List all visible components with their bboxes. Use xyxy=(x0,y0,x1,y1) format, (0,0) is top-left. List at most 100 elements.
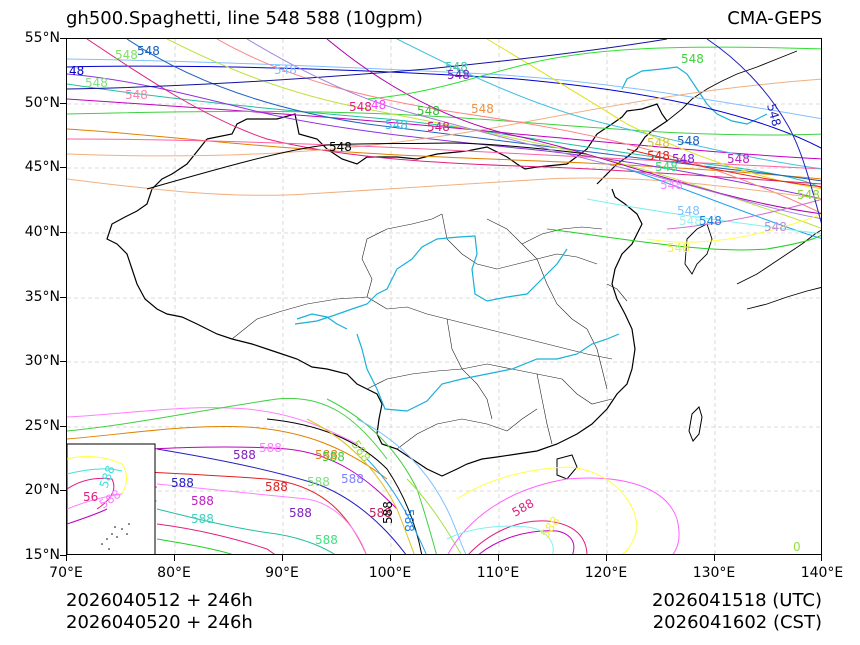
xtick-140e: 140°E xyxy=(800,565,844,581)
ytick-15n: 15°N xyxy=(24,547,60,563)
label-548-palegreen: 548 xyxy=(85,76,108,90)
xtick-mark xyxy=(174,555,175,561)
label-548-fuchsia: 548 xyxy=(727,152,750,166)
ytick-mark xyxy=(60,297,66,298)
label-548-crimson: 548 xyxy=(427,120,450,134)
label-548-lightgreen: 548 xyxy=(115,48,138,62)
label-548-navy-rotated: 548 xyxy=(764,102,783,128)
ytick-45n: 45°N xyxy=(24,159,60,175)
label-548-blue: 548 xyxy=(137,44,160,58)
label-548-black: 548 xyxy=(329,140,352,154)
label-588-violet: 588 xyxy=(289,506,312,520)
label-548-steelblue: 548 xyxy=(677,134,700,148)
label-548-cyan: 548 xyxy=(385,118,408,132)
xtick-120e: 120°E xyxy=(584,565,628,581)
label-588-palegreen: 588 xyxy=(307,475,330,489)
init-time-cst: 2026040520 + 246h xyxy=(66,612,253,633)
xtick-80e: 80°E xyxy=(157,565,191,581)
ytick-mark xyxy=(60,167,66,168)
label-548-red: 548 xyxy=(647,149,670,163)
label-548-mint: 548 xyxy=(655,160,678,174)
contours-548 xyxy=(67,39,821,251)
label-548-yellowgreen: 548 xyxy=(797,188,820,202)
valid-time-cst: 2026041602 (CST) xyxy=(652,612,822,633)
label-588-pink: 588 xyxy=(259,441,282,455)
label-548-yellow: 548 xyxy=(667,241,690,255)
ytick-35n: 35°N xyxy=(24,289,60,305)
xtick-100e: 100°E xyxy=(368,565,412,581)
label-548-teal: 548 xyxy=(445,60,468,74)
label-548-lightblue: 548 xyxy=(677,204,700,218)
contour-labels-548: 48 548 548 548 548 548 548 548 48 548 54… xyxy=(69,44,820,255)
xtick-130e: 130°E xyxy=(692,565,736,581)
label-588-orange: 588 xyxy=(315,448,338,462)
xtick-mark xyxy=(498,555,499,561)
ytick-30n: 30°N xyxy=(24,353,60,369)
label-588-mint: 588 xyxy=(315,533,338,547)
label-588-azure: 588 xyxy=(402,509,416,532)
map-canvas: 48 548 548 548 548 548 548 548 48 548 54… xyxy=(67,39,821,554)
model-name: CMA-GEPS xyxy=(727,8,822,29)
label-548-olive: 548 xyxy=(647,136,670,150)
inset-contours xyxy=(67,456,127,525)
chart-title: gh500.Spaghetti, line 548 588 (10gpm) xyxy=(66,8,423,29)
xtick-mark xyxy=(821,555,822,561)
label-548-purple: 548 xyxy=(447,68,470,82)
xtick-110e: 110°E xyxy=(476,565,520,581)
label-588-red: 588 xyxy=(265,480,288,494)
xtick-mark xyxy=(390,555,391,561)
label-48-magenta: 48 xyxy=(371,98,386,112)
label-588-crimson: 588 xyxy=(369,506,392,520)
xtick-mark xyxy=(714,555,715,561)
ytick-mark xyxy=(60,426,66,427)
label-588-periwinkle: 588 xyxy=(341,472,364,486)
init-time-utc: 2026040512 + 246h xyxy=(66,590,253,611)
label-48-blue: 48 xyxy=(69,64,84,78)
label-0-stray: 0 xyxy=(793,540,801,554)
inset-box xyxy=(67,443,156,554)
xtick-mark xyxy=(66,555,67,561)
label-548-lightpink: 548 xyxy=(660,178,683,192)
label-548-lavender: 548 xyxy=(764,220,787,234)
label-588-yellow: 588 xyxy=(538,514,563,541)
contour-labels-588: 588 588 588 588 588 588 588 588 588 588 … xyxy=(83,438,801,554)
ytick-mark xyxy=(60,232,66,233)
xtick-mark xyxy=(282,555,283,561)
label-548-bright-green: 548 xyxy=(681,52,704,66)
xtick-70e: 70°E xyxy=(49,565,83,581)
valid-time-utc: 2026041518 (UTC) xyxy=(652,590,822,611)
contours-588 xyxy=(67,397,680,554)
map-plot-area: 48 548 548 548 548 548 548 548 48 548 54… xyxy=(66,38,822,555)
label-548-pink: 548 xyxy=(125,88,148,102)
label-588-green: 588 xyxy=(322,450,345,464)
valid-time-block: 2026041518 (UTC) 2026041602 (CST) xyxy=(652,590,822,634)
label-588-magenta: 588 xyxy=(191,494,214,508)
ytick-55n: 55°N xyxy=(24,30,60,46)
ytick-50n: 50°N xyxy=(24,95,60,111)
ytick-mark xyxy=(60,361,66,362)
init-time-block: 2026040512 + 246h 2026040520 + 246h xyxy=(66,590,253,634)
ytick-mark xyxy=(60,103,66,104)
ytick-20n: 20°N xyxy=(24,482,60,498)
ytick-mark xyxy=(60,490,66,491)
label-588-teal: 588 xyxy=(191,512,214,526)
ytick-25n: 25°N xyxy=(24,418,60,434)
label-548-orange: 548 xyxy=(471,102,494,116)
label-548-violet: 548 xyxy=(672,152,695,166)
label-56-inset: 56 xyxy=(83,490,98,504)
inset-islands xyxy=(101,523,130,550)
label-548-green: 548 xyxy=(417,104,440,118)
ytick-mark xyxy=(60,38,66,39)
province-borders xyxy=(231,213,628,450)
xtick-90e: 90°E xyxy=(265,565,299,581)
label-548-magenta: 548 xyxy=(349,100,372,114)
label-588-black: 588 xyxy=(381,501,395,524)
graticule xyxy=(67,39,821,554)
label-588-purple: 588 xyxy=(233,448,256,462)
rivers xyxy=(294,66,768,412)
ytick-40n: 40°N xyxy=(24,224,60,240)
ytick-mark xyxy=(60,555,66,556)
label-588-rose: 588 xyxy=(510,496,537,520)
label-588-blue: 588 xyxy=(171,476,194,490)
label-548-skyblue: 548 xyxy=(274,63,297,77)
